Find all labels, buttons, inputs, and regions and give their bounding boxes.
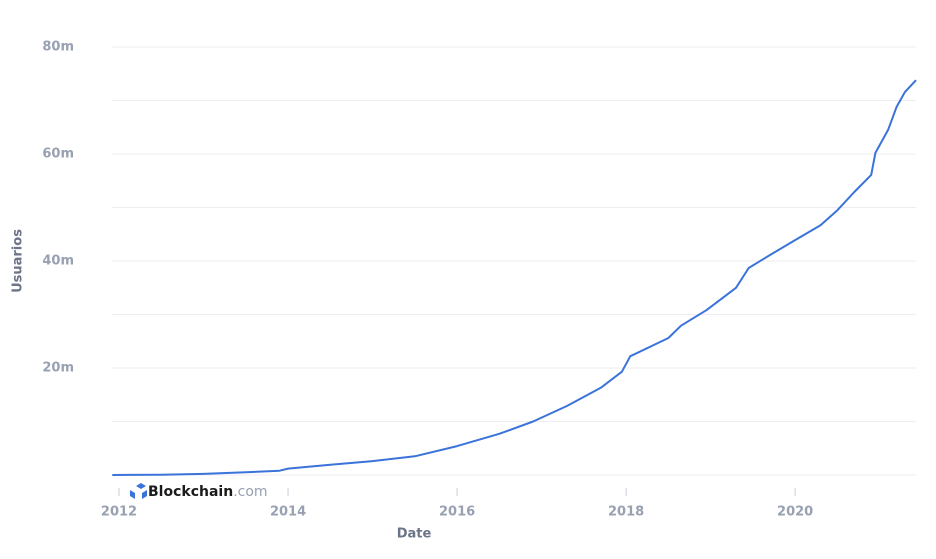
x-tick-label: 2014 bbox=[270, 505, 306, 520]
y-tick-label: 20m bbox=[42, 361, 74, 376]
watermark-logo bbox=[130, 483, 147, 499]
x-axis-label: Date bbox=[397, 527, 432, 542]
watermark-brand: Blockchain.com bbox=[148, 484, 268, 500]
data-line bbox=[112, 79, 917, 476]
x-tick-label: 2018 bbox=[608, 505, 644, 520]
brand: Blockchain bbox=[148, 484, 233, 500]
watermark: Blockchain.com bbox=[130, 483, 268, 500]
x-tick-label: 2012 bbox=[101, 505, 137, 520]
y-tick-label: 60m bbox=[42, 147, 74, 162]
y-axis-label: Usuarios bbox=[11, 229, 26, 293]
x-tick-label: 2016 bbox=[439, 505, 475, 520]
y-tick-label: 40m bbox=[42, 254, 74, 269]
suffix: .com bbox=[233, 484, 267, 500]
y-tick-label: 80m bbox=[42, 40, 74, 55]
x-tick-label: 2020 bbox=[777, 505, 813, 520]
